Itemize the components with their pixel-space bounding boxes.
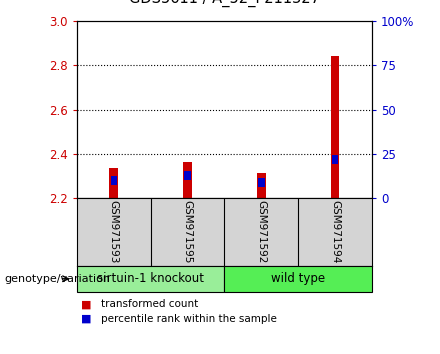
Text: transformed count: transformed count [101,299,198,309]
Text: sirtuin-1 knockout: sirtuin-1 knockout [97,272,204,285]
Bar [183,162,192,198]
Bar [258,178,264,187]
Text: ■: ■ [81,299,92,309]
Text: percentile rank within the sample: percentile rank within the sample [101,314,277,324]
Text: GSM971593: GSM971593 [109,200,119,264]
Text: GSM971595: GSM971595 [183,200,193,264]
Text: GDS5611 / A_52_P211327: GDS5611 / A_52_P211327 [129,0,320,7]
Bar [330,56,339,198]
Bar [110,176,117,185]
Bar [184,171,191,180]
Text: GSM971592: GSM971592 [256,200,266,264]
Bar [224,266,372,292]
Text: GSM971594: GSM971594 [330,200,340,264]
Text: genotype/variation: genotype/variation [4,274,110,284]
Bar [332,155,338,164]
Bar [110,169,118,198]
Bar [77,266,224,292]
Text: ■: ■ [81,314,92,324]
Bar [257,173,266,198]
Text: wild type: wild type [271,272,325,285]
